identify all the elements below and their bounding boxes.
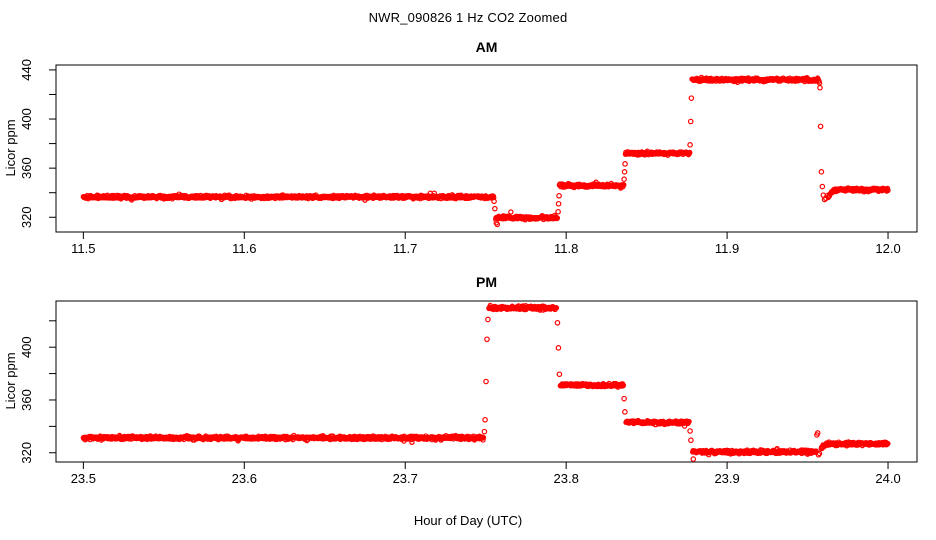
scatter-series-am [80,74,891,228]
x-tick-label: 23.9 [714,471,739,486]
x-tick-label: 12.0 [875,241,900,256]
y-axis-label-am: Licor ppm [3,119,18,177]
panel-border [55,64,918,233]
y-tick-label: 320 [19,206,34,228]
x-tick-label: 11.7 [393,241,417,256]
y-axis-label-pm: Licor ppm [3,352,18,410]
panel-border [55,300,918,463]
panel-title-pm: PM [476,274,497,290]
scatter-series-pm [80,302,891,462]
x-tick-label: 11.9 [715,241,739,256]
y-tick-label: 320 [19,442,34,464]
x-tick-label: 11.6 [232,241,256,256]
y-tick-label: 400 [19,108,34,130]
y-tick-label: 440 [19,59,34,81]
y-tick-label: 360 [19,389,34,411]
x-tick-label: 23.5 [71,471,96,486]
x-tick-label: 11.8 [554,241,578,256]
x-tick-label: 24.0 [875,471,900,486]
x-tick-label: 23.8 [554,471,579,486]
y-tick-label: 400 [19,336,34,358]
x-tick-label: 23.7 [393,471,418,486]
figure-title: NWR_090826 1 Hz CO2 Zoomed [368,10,568,25]
panel-title-am: AM [475,39,498,55]
y-tick-label: 360 [19,157,34,179]
x-tick-label: 23.6 [232,471,257,486]
x-axis-label: Hour of Day (UTC) [413,513,523,528]
x-tick-label: 11.5 [71,241,95,256]
